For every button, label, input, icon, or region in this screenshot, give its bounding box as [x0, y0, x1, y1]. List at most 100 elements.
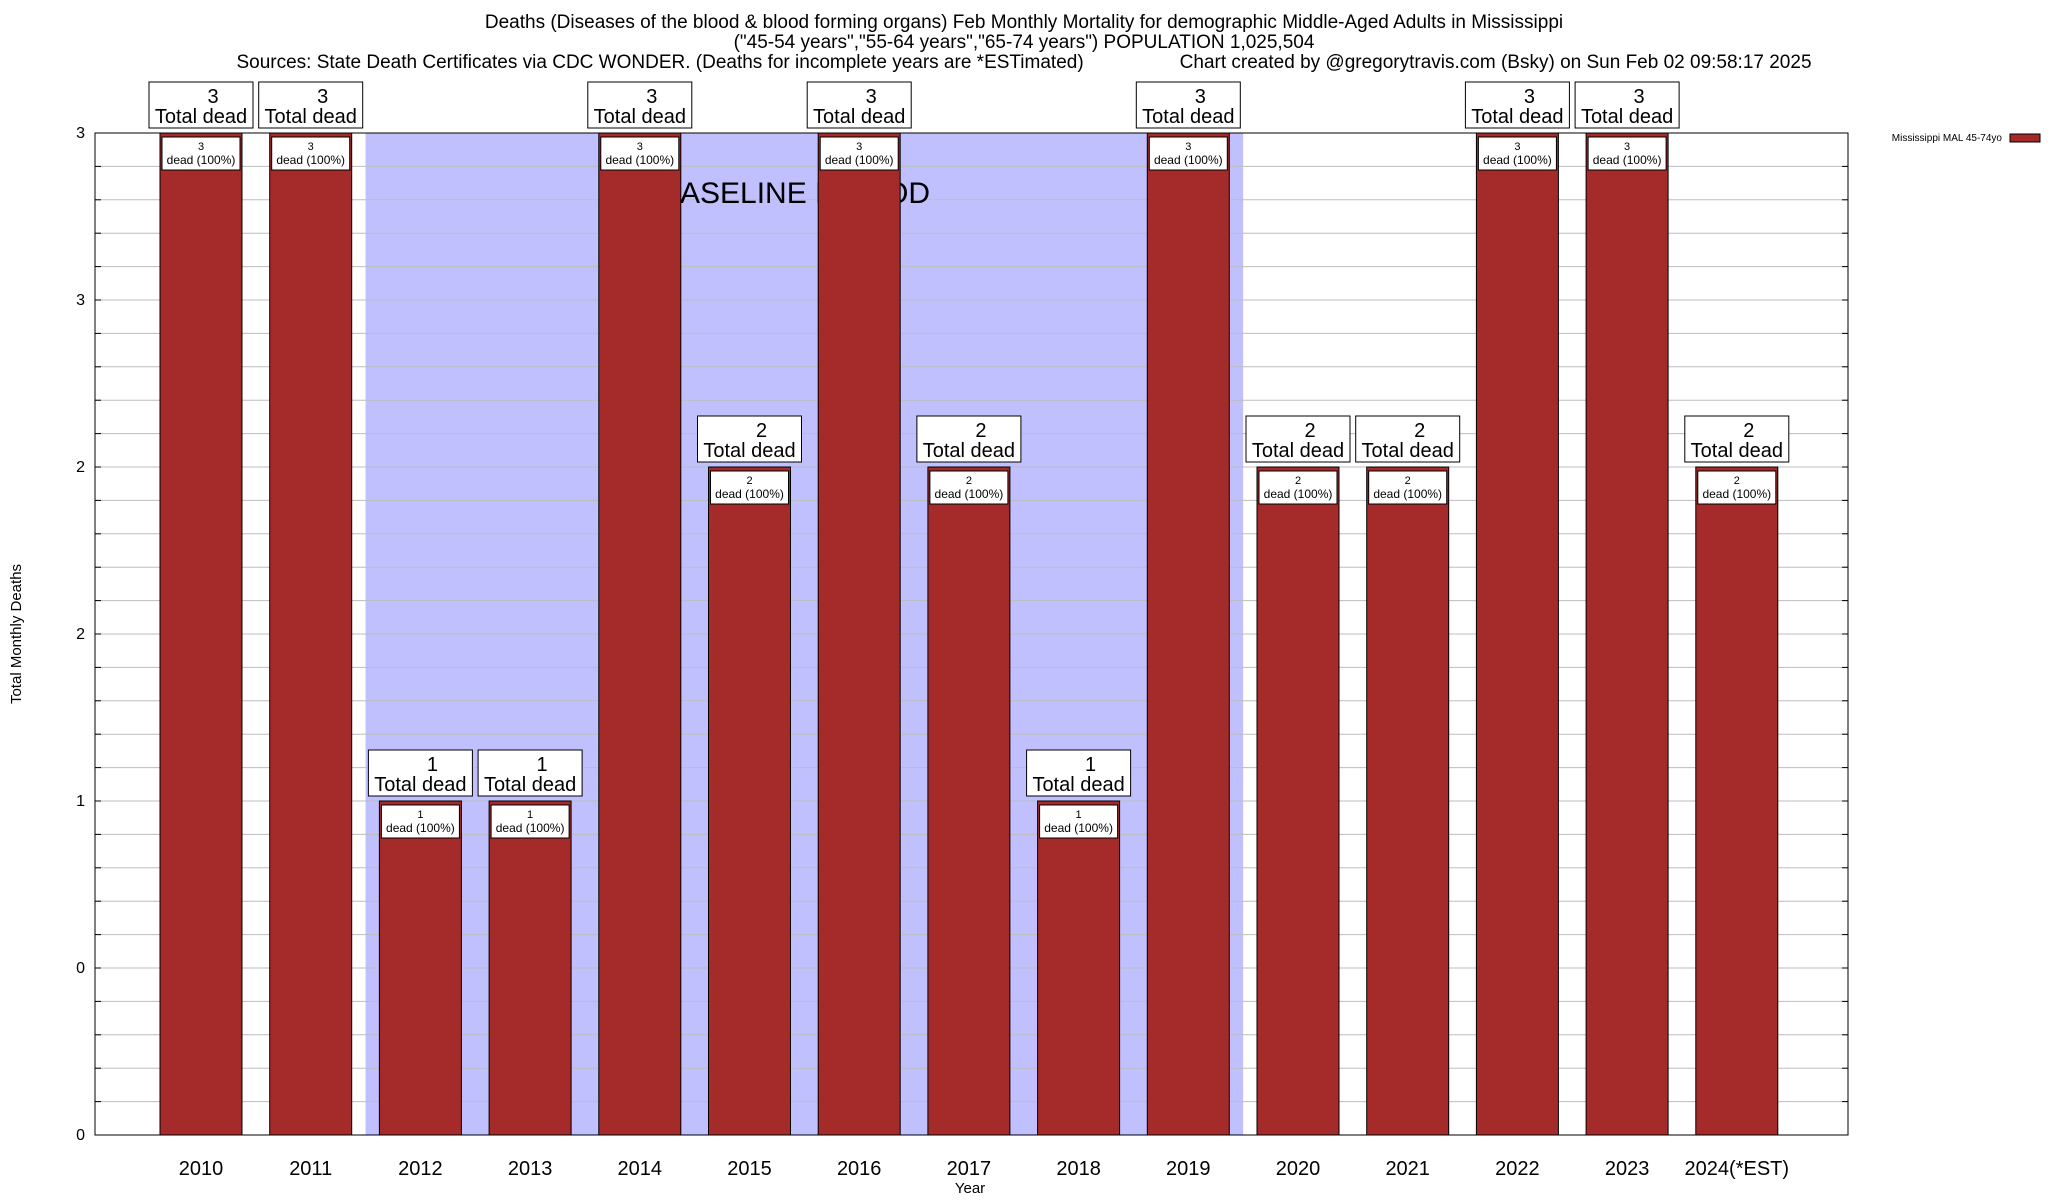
bar-total-label: Total dead [155, 106, 247, 128]
bar-inner-label-box [271, 136, 351, 171]
bar-total-label: Total dead [1032, 774, 1124, 796]
legend-series-label: Mississippi MAL 45-74yo [1892, 133, 2003, 144]
x-axis-label: Year [955, 1180, 985, 1197]
bar-total-label-box [1464, 81, 1570, 129]
bar [1037, 800, 1121, 1136]
bar-inner-count: 1 [1076, 809, 1082, 821]
bar-inner-count: 2 [966, 475, 972, 487]
bar [598, 132, 682, 1136]
bar-total-label: Total dead [374, 774, 466, 796]
bar [1256, 466, 1340, 1136]
y-tick-label: 3 [76, 125, 85, 142]
bar-total-label-box [1135, 81, 1241, 129]
bar-inner-count: 3 [1514, 141, 1520, 153]
bar-total-count: 3 [1195, 86, 1206, 108]
bar-inner-label-box [1587, 136, 1667, 171]
bar-total-label-box [1026, 749, 1132, 797]
bar-total-label-box [916, 415, 1022, 463]
bar [817, 132, 901, 1136]
bar-total-label-box [477, 749, 583, 797]
bar-inner-count: 2 [1734, 475, 1740, 487]
bar-inner-label-box [1697, 470, 1777, 505]
bar-total-label-box [367, 749, 473, 797]
x-tick-label: 2021 [1385, 1158, 1430, 1180]
bar-inner-count: 3 [637, 141, 643, 153]
bar-inner-count: 1 [417, 809, 423, 821]
x-tick-label: 2018 [1056, 1158, 1101, 1180]
bar-total-count: 3 [646, 86, 657, 108]
bar-inner-label-box [929, 470, 1009, 505]
bar-inner-label-box [380, 804, 460, 839]
bar-inner-count: 3 [308, 141, 314, 153]
legend-swatch [2009, 133, 2041, 143]
x-tick-label: 2024(*EST) [1685, 1158, 1790, 1180]
bar-total-count: 3 [1524, 86, 1535, 108]
bar-inner-percent: dead (100%) [935, 487, 1004, 501]
bar-total-count: 3 [317, 86, 328, 108]
bar-inner-percent: dead (100%) [1702, 487, 1771, 501]
bar-total-count: 1 [1085, 754, 1096, 776]
y-tick-label: 2 [76, 459, 85, 476]
bar-total-label-box [1245, 415, 1351, 463]
bar-inner-percent: dead (100%) [1044, 821, 1113, 835]
bar-total-count: 2 [975, 420, 986, 442]
x-tick-label: 2010 [179, 1158, 224, 1180]
bar-inner-percent: dead (100%) [1483, 153, 1552, 167]
bar-inner-percent: dead (100%) [496, 821, 565, 835]
bar-total-label: Total dead [594, 106, 686, 128]
x-tick-label: 2012 [398, 1158, 443, 1180]
y-tick-label: 3 [76, 292, 85, 309]
y-tick-label: 1 [76, 793, 85, 810]
bar-inner-label-box [600, 136, 680, 171]
bar [708, 466, 791, 1136]
bar-total-count: 3 [866, 86, 877, 108]
bar-inner-label-box [161, 136, 241, 171]
bar-inner-percent: dead (100%) [386, 821, 455, 835]
bar-inner-label-box [1368, 470, 1448, 505]
bar [1146, 132, 1230, 1136]
bar-total-label-box [148, 81, 254, 129]
bar-inner-count: 1 [527, 809, 533, 821]
x-tick-label: 2015 [727, 1158, 772, 1180]
bar-inner-count: 2 [746, 475, 752, 487]
bar-total-count: 1 [427, 754, 438, 776]
chart-title-line2: ("45-54 years","55-64 years","65-74 year… [733, 32, 1315, 53]
bar-inner-count: 3 [198, 141, 204, 153]
bar [927, 466, 1011, 1136]
bar-inner-count: 3 [856, 141, 862, 153]
bar-total-count: 2 [1304, 420, 1315, 442]
bar-inner-count: 3 [1185, 141, 1191, 153]
bar-total-label: Total dead [484, 774, 576, 796]
bar-total-label: Total dead [1581, 106, 1673, 128]
bar-total-label: Total dead [1252, 440, 1344, 462]
bar-inner-count: 2 [1295, 475, 1301, 487]
bar-total-label: Total dead [265, 106, 357, 128]
chart-title-line1: Deaths (Diseases of the blood & blood fo… [484, 12, 1564, 33]
bar-total-count: 2 [1414, 420, 1425, 442]
bar-total-count: 3 [1634, 86, 1645, 108]
y-axis-label: Total Monthly Deaths [8, 564, 25, 704]
chart-sources: Sources: State Death Certificates via CD… [236, 52, 1084, 73]
bar-total-label: Total dead [703, 440, 795, 462]
x-tick-label: 2022 [1495, 1158, 1540, 1180]
bar-inner-percent: dead (100%) [1373, 487, 1442, 501]
bar-inner-percent: dead (100%) [1593, 153, 1662, 167]
bar-inner-count: 2 [1405, 475, 1411, 487]
bar-inner-percent: dead (100%) [167, 153, 236, 167]
bar-inner-count: 3 [1624, 141, 1630, 153]
bar-inner-percent: dead (100%) [605, 153, 674, 167]
plot-frame [94, 132, 1849, 1136]
bar-total-label: Total dead [1471, 106, 1563, 128]
y-tick-label: 2 [76, 626, 85, 643]
bar-total-label-box [258, 81, 364, 129]
bar-inner-label-box [819, 136, 899, 171]
bar-total-label-box [1355, 415, 1461, 463]
bar [488, 800, 572, 1136]
bar-total-label: Total dead [813, 106, 905, 128]
bar-inner-label-box [1039, 804, 1119, 839]
bar-inner-percent: dead (100%) [825, 153, 894, 167]
bar-inner-label-box [490, 804, 570, 839]
bar-total-label: Total dead [1142, 106, 1234, 128]
x-tick-label: 2020 [1276, 1158, 1321, 1180]
